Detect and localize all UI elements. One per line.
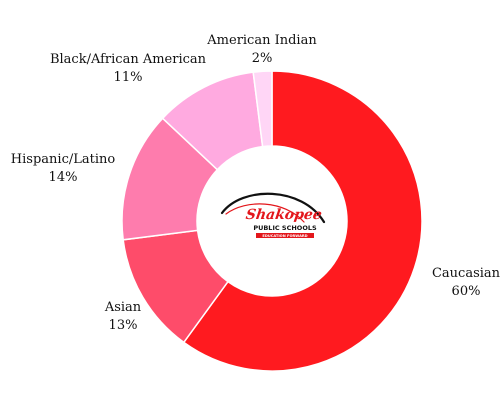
logo-swoosh-tail [225,203,305,223]
label-american-indian-name: American Indian [206,33,317,48]
label-hispanic-latino-value: 14% [49,170,78,185]
label-caucasian-name: Caucasian [432,266,500,281]
slice-american-indian [252,70,273,148]
logo-subtitle: PUBLIC SCHOOLS [253,224,317,232]
logo-swoosh-arc [220,192,326,224]
label-asian-name: Asian [104,300,142,315]
logo-wordmark: Shakopee [245,207,323,223]
label-asian-value: 13% [109,318,138,333]
school-logo: Shakopee PUBLIC SCHOOLS EDUCATION FORWAR… [220,192,326,238]
chart-slices [121,70,423,372]
logo-tagline-band [256,233,314,238]
label-hispanic-latino-name: Hispanic/Latino [11,152,116,167]
logo-tagline: EDUCATION FORWARD [262,234,307,238]
slice-caucasian [182,70,423,372]
chart-labels: Caucasian 60% Asian 13% Hispanic/Latino 14% Bl… [11,33,500,333]
label-black-african-american-value: 11% [114,70,143,85]
label-black-african-american-name: Black/African American [50,52,207,67]
label-american-indian-value: 2% [252,51,273,66]
label-caucasian-value: 60% [452,284,481,299]
